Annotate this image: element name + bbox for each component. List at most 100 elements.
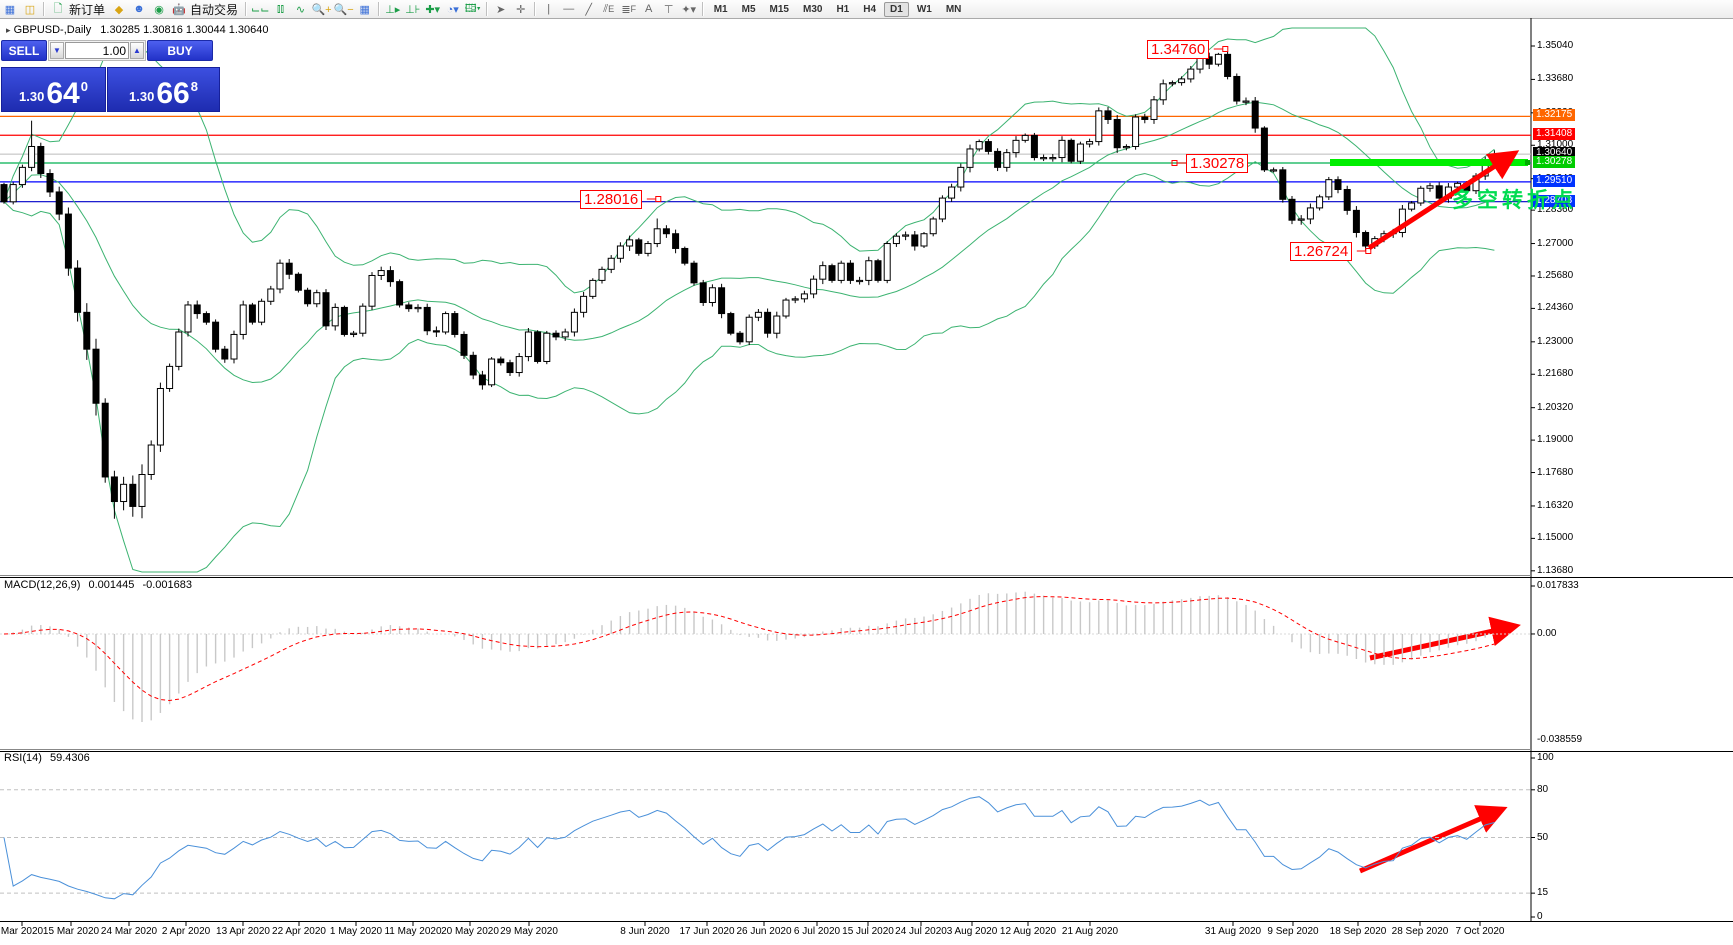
candlestick-icon[interactable]: ⫾⫾ [276,2,284,15]
trend-arrow-2[interactable] [1369,616,1521,661]
bar-chart-icon[interactable]: ⌙⌙ [251,3,270,16]
crosshair-icon[interactable]: ✛ [516,3,526,16]
timeframe-m30-button[interactable]: M30 [802,3,823,15]
new-order-label[interactable]: 新订单 [69,2,106,17]
candle [589,279,597,297]
candle [948,186,956,199]
price-tick-label: 1.16320 [1537,499,1574,511]
timeframe-m15-button[interactable]: M15 [769,3,789,15]
timeframe-h1-button[interactable]: H1 [836,3,850,15]
cn-turning-point-annotation[interactable]: 多空转折点 [1452,189,1577,212]
price-callout-1.28016[interactable]: 1.28016 [580,190,643,209]
chart-symbol-label: GBPUSD-,Daily [13,24,92,36]
candle [874,260,882,281]
volume-decrease-button[interactable]: ▼ [50,42,64,59]
timeframe-m1-button[interactable]: M1 [713,3,728,15]
price-callout-1.26724[interactable]: 1.26724 [1290,242,1353,261]
trend-arrow-1[interactable] [1367,150,1520,251]
timeframe-m5-button[interactable]: M5 [741,3,756,15]
buy-button[interactable]: BUY [147,40,213,61]
buy-quote[interactable]: 1.30 66 8 [107,67,220,112]
templates-icon[interactable]: 🖽▾ [464,2,481,15]
candle [929,218,937,235]
candle [791,298,799,301]
trendline-icon[interactable]: ╱ [585,3,593,16]
candle [442,313,450,333]
candle [810,278,818,295]
candle [580,295,588,313]
arrows-icon[interactable]: ✦▾ [681,3,697,16]
candle [635,239,643,254]
price-tag-1.31408: 1.31408 [1533,128,1576,141]
line-chart-icon[interactable]: ∿ [295,3,306,16]
timeframe-h4-button[interactable]: H4 [863,3,877,15]
text-label-icon[interactable]: ⊤ [663,3,674,16]
zoom-out-icon[interactable]: 🔍− [333,3,354,16]
volume-increase-button[interactable]: ▲ [130,42,144,59]
price-tick-label: 1.24360 [1537,302,1574,314]
candle [1454,182,1462,188]
chart-plot[interactable] [0,18,1733,945]
signals-icon[interactable]: ◉ [154,3,164,16]
green-resistance-bar[interactable] [1330,159,1528,166]
candle [276,262,284,290]
autotrading-label[interactable]: 自动交易 [190,2,239,17]
candle [1003,152,1011,168]
macd-value-main: 0.001445 [88,579,135,591]
chart-expander-icon[interactable]: ▸ [6,25,11,35]
candle [892,235,900,245]
autotrading-icon[interactable]: 🤖 [172,3,186,16]
tile-windows-icon[interactable]: ▦ [359,3,370,16]
rsi-axis-label: 15 [1537,887,1549,899]
history-center-icon[interactable]: ◆ [114,3,124,16]
trend-arrow-3[interactable] [1359,805,1508,874]
hline-icon[interactable]: — [563,3,575,15]
candle [1113,118,1121,149]
vline-icon[interactable]: | [547,3,551,15]
periods-clock-icon[interactable]: ◔▾ [446,3,459,16]
candle [175,331,183,367]
auto-arrange-icon[interactable]: ⊥▸ [385,3,401,16]
toolbar-separator [245,2,248,16]
candle [221,348,229,360]
bollinger-lower-band [3,161,1495,573]
green-bar-handle[interactable] [1525,160,1530,165]
candle [773,315,781,334]
candle [1270,169,1278,172]
price-tag-1.28703: 1.28703 [1533,194,1576,207]
candle [166,365,174,390]
date-label: 24 Mar 2020 [100,926,158,937]
profiles-icon[interactable]: ◫ [24,3,36,16]
price-callout-1.34760[interactable]: 1.34760 [1147,40,1210,59]
sell-button[interactable]: SELL [1,40,47,61]
account-icon[interactable]: ☻ [133,3,145,15]
candle [1325,179,1333,198]
rsi-axis-label: 80 [1537,783,1549,795]
macd-header: MACD(12,26,9) 0.001445 -0.001683 [4,579,192,591]
candle [1058,139,1066,159]
timeframe-w1-button[interactable]: W1 [916,3,932,15]
cursor-icon[interactable]: ➤ [496,3,506,16]
chart-shift-icon[interactable]: ⊥⊦ [405,3,421,16]
new-order-icon[interactable]: 🗋 [53,2,63,15]
macd-value-signal: -0.001683 [142,579,192,591]
fibonacci-icon[interactable]: ≣ F [621,3,637,16]
date-label: 28 Sep 2020 [1391,926,1449,937]
candle [672,233,680,249]
candle [727,313,735,334]
candle [1104,110,1112,120]
text-icon[interactable]: A [645,3,653,15]
candle [1076,143,1084,162]
timeframe-d1-button[interactable]: D1 [884,1,909,17]
date-label: 2 Apr 2020 [161,926,211,937]
indicators-add-icon[interactable]: ✚▾ [425,3,441,16]
volume-input[interactable] [65,42,129,59]
zoom-in-icon[interactable]: 🔍+ [311,3,332,16]
channel-icon[interactable]: ⫽ E [603,2,615,15]
sell-price-sup: 0 [80,79,88,94]
sell-quote[interactable]: 1.30 64 0 [1,67,106,112]
candle [938,197,946,220]
price-callout-1.30278[interactable]: 1.30278 [1186,154,1249,173]
timeframe-mn-button[interactable]: MN [945,3,962,15]
new-chart-icon[interactable]: ▦ [4,3,16,16]
